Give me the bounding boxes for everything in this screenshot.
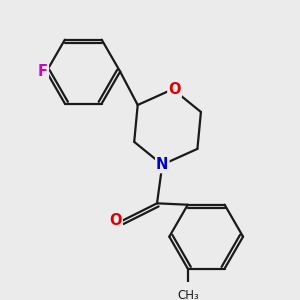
Text: CH₃: CH₃ — [177, 289, 199, 300]
Text: O: O — [168, 82, 181, 97]
Text: N: N — [156, 157, 169, 172]
Text: O: O — [109, 213, 122, 228]
Text: F: F — [38, 64, 48, 79]
